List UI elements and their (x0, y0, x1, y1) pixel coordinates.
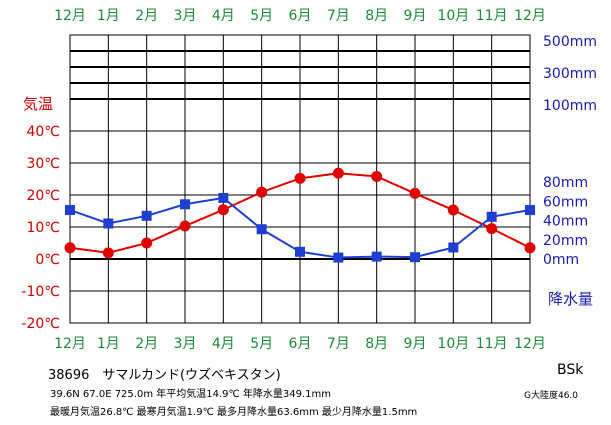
precip-axis-label: 降水量 (548, 290, 593, 308)
chart-series (64, 167, 536, 263)
temperature-point (102, 247, 114, 259)
precipitation-point (65, 205, 75, 216)
temperature-point (179, 220, 191, 232)
month-label-bottom: 10月 (437, 336, 469, 352)
precipitation-point (103, 218, 114, 229)
month-label-top: 5月 (250, 8, 273, 24)
month-label-bottom: 12月 (514, 336, 546, 352)
precip-tick-label: 80mm (543, 175, 588, 191)
precipitation-point (256, 224, 267, 235)
precipitation-point (295, 246, 305, 257)
month-label-top: 4月 (212, 8, 235, 24)
precipitation-point (333, 252, 344, 263)
temperature-point (409, 187, 421, 199)
month-label-bottom: 12月 (54, 336, 86, 352)
temp-tick-label: 40℃ (26, 124, 60, 140)
temperature-point (332, 167, 344, 179)
month-label-bottom: 7月 (327, 336, 350, 352)
precip-tick-label: 0mm (543, 252, 579, 268)
month-label-top: 1月 (97, 8, 120, 24)
temperature-point (371, 170, 383, 182)
month-label-bottom: 11月 (476, 336, 508, 352)
month-label-bottom: 8月 (365, 336, 388, 352)
temperature-point (256, 186, 268, 198)
temp-tick-label: -10℃ (21, 284, 60, 300)
temp-axis-label: 気温 (23, 95, 53, 113)
precipitation-point (525, 205, 535, 216)
month-label-top: 3月 (174, 8, 197, 24)
month-label-bottom: 3月 (174, 336, 197, 352)
temp-tick-label: 30℃ (26, 156, 60, 172)
month-label-bottom: 5月 (250, 336, 273, 352)
temperature-point (294, 172, 306, 184)
temperature-point (141, 237, 153, 249)
precipitation-point (448, 242, 459, 253)
precip-tick-label: 100mm (543, 98, 597, 114)
temp-tick-label: 20℃ (26, 188, 60, 204)
month-label-top: 10月 (437, 8, 469, 24)
month-label-bottom: 6月 (289, 336, 312, 352)
month-label-bottom: 9月 (404, 336, 427, 352)
temp-tick-label: 10℃ (26, 220, 60, 236)
precip-tick-label: 500mm (543, 34, 597, 50)
month-label-bottom: 4月 (212, 336, 235, 352)
month-label-bottom: 2月 (135, 336, 158, 352)
temp-tick-label: 0℃ (35, 252, 60, 268)
temp-tick-label: -20℃ (21, 316, 60, 332)
precipitation-point (371, 251, 382, 262)
month-label-top: 7月 (327, 8, 350, 24)
month-label-top: 12月 (54, 8, 86, 24)
month-label-bottom: 1月 (97, 336, 120, 352)
temperature-point (447, 204, 459, 216)
month-label-top: 11月 (476, 8, 508, 24)
precip-tick-label: 40mm (543, 214, 588, 230)
precipitation-point (218, 192, 229, 203)
precipitation-point (180, 199, 190, 210)
month-label-top: 9月 (404, 8, 427, 24)
month-label-top: 6月 (289, 8, 312, 24)
chart-axes: 12月 12月 1月 1月 2月 2月 3月 3月 4月 4月 5月 5月 6月 6月 7月 7月 8月 8月 9月… (21, 8, 597, 352)
temperature-point (64, 242, 76, 254)
temperature-point (217, 204, 229, 216)
precip-tick-label: 60mm (543, 194, 588, 210)
month-label-top: 12月 (514, 8, 546, 24)
precipitation-point (486, 211, 497, 222)
precipitation-point (141, 210, 152, 221)
precip-tick-label: 20mm (543, 233, 588, 249)
month-label-top: 2月 (135, 8, 158, 24)
precipitation-point (410, 252, 420, 263)
chart-grid (69, 34, 531, 324)
temperature-point (524, 242, 536, 254)
precip-tick-label: 300mm (543, 66, 597, 82)
month-label-top: 8月 (365, 8, 388, 24)
temperature-point (486, 223, 498, 235)
